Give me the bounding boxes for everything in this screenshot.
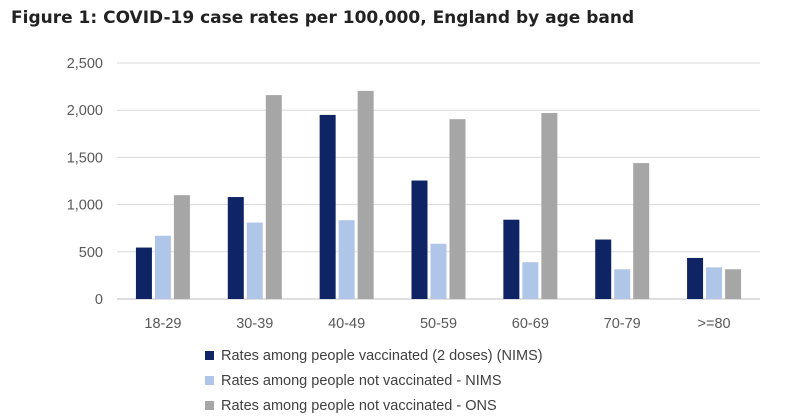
bars (135, 90, 742, 300)
y-tick-label: 500 (79, 245, 103, 261)
bar (173, 195, 190, 299)
x-tick-label: 60-69 (512, 316, 549, 332)
bar (135, 247, 152, 299)
bar (227, 197, 244, 299)
bar (154, 235, 171, 299)
legend-swatch (205, 376, 214, 385)
bar (357, 90, 374, 300)
bar (411, 180, 428, 299)
bar (725, 269, 742, 299)
y-tick-label: 2,500 (67, 56, 103, 72)
bar (430, 243, 447, 299)
x-axis-ticks: 18-29 30-39 40-49 50-59 60-69 70-79 >=80 (144, 316, 730, 332)
y-tick-label: 2,000 (67, 103, 103, 119)
bar (706, 267, 723, 299)
legend-label: Rates among people not vaccinated - NIMS (221, 372, 502, 389)
legend: Rates among people vaccinated (2 doses) … (205, 343, 543, 418)
x-tick-label: 70-79 (604, 316, 641, 332)
bar (265, 95, 282, 299)
bar (338, 220, 355, 299)
legend-item: Rates among people not vaccinated - NIMS (205, 368, 543, 393)
legend-item: Rates among people not vaccinated - ONS (205, 393, 543, 418)
x-tick-label: 18-29 (144, 316, 181, 332)
x-tick-label: 40-49 (328, 316, 365, 332)
bar (541, 113, 558, 299)
bar (449, 119, 466, 299)
y-axis-ticks: 0 500 1,000 1,500 2,000 2,500 (67, 56, 103, 308)
x-tick-label: 50-59 (420, 316, 457, 332)
legend-label: Rates among people not vaccinated - ONS (221, 397, 497, 414)
legend-label: Rates among people vaccinated (2 doses) … (221, 347, 543, 364)
y-tick-label: 1,500 (67, 150, 103, 166)
y-tick-label: 0 (95, 292, 103, 308)
bar (633, 163, 650, 299)
legend-swatch (205, 401, 214, 410)
legend-item: Rates among people vaccinated (2 doses) … (205, 343, 543, 368)
bar (595, 239, 612, 299)
x-tick-label: 30-39 (236, 316, 273, 332)
chart-title: Figure 1: COVID-19 case rates per 100,00… (11, 8, 635, 28)
bar (614, 269, 631, 299)
bar (246, 222, 263, 299)
y-tick-label: 1,000 (67, 198, 103, 214)
legend-swatch (205, 351, 214, 360)
bar (503, 219, 520, 299)
x-tick-label: >=80 (698, 316, 731, 332)
bar (319, 114, 336, 299)
bar (522, 262, 539, 299)
bar (687, 257, 704, 299)
